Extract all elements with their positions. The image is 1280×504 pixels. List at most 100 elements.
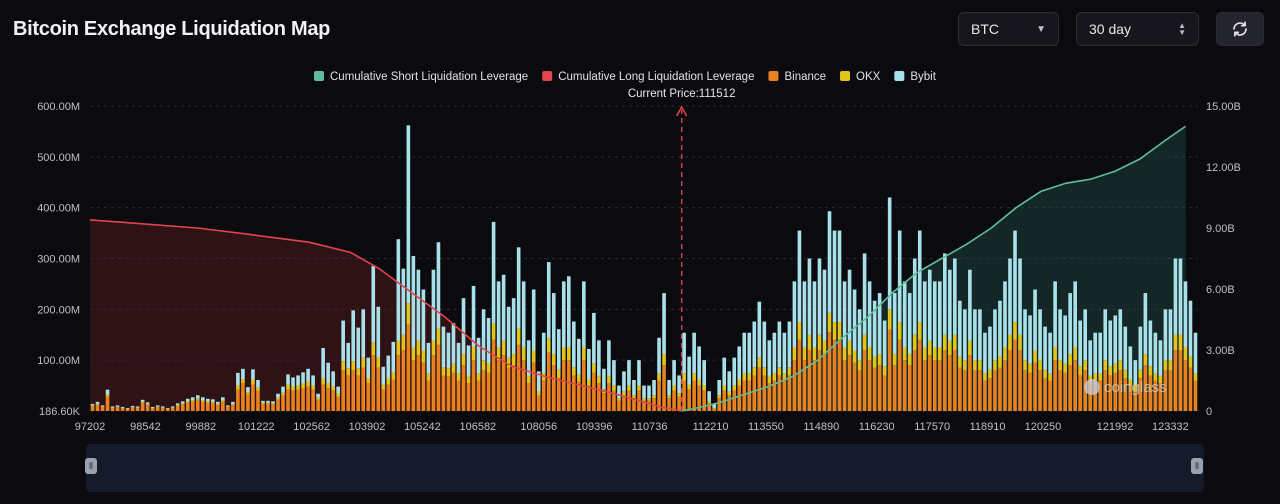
bar-bybit-196 (1073, 281, 1077, 348)
x-tick-13: 114890 (803, 421, 839, 433)
bar-binance-184 (1013, 339, 1017, 411)
bar-binance-206 (1123, 377, 1128, 411)
bar-okx-176 (973, 360, 977, 371)
bar-okx-27 (226, 406, 230, 407)
refresh-button[interactable] (1216, 12, 1264, 46)
bar-binance-113 (657, 380, 661, 411)
bar-okx-23 (206, 401, 210, 403)
bar-okx-57 (376, 357, 381, 368)
bar-bybit-108 (632, 379, 636, 396)
bar-binance-37 (276, 399, 280, 411)
bar-bybit-75 (466, 345, 471, 376)
bar-binance-26 (221, 401, 225, 411)
bar-binance-67 (426, 380, 431, 411)
bar-binance-189 (1038, 370, 1042, 411)
bar-okx-189 (1038, 360, 1042, 371)
bar-bybit-201 (1098, 332, 1103, 374)
bar-bybit-191 (1048, 332, 1052, 374)
bar-bybit-104 (612, 360, 616, 386)
bar-bybit-26 (221, 397, 225, 401)
bar-binance-83 (506, 367, 511, 411)
bar-bybit-65 (416, 269, 421, 341)
bar-bybit-212 (1153, 332, 1158, 374)
bar-binance-137 (777, 375, 782, 411)
bar-binance-116 (672, 390, 676, 411)
bar-bybit-149 (837, 230, 842, 323)
bar-okx-115 (667, 395, 671, 399)
bar-binance-68 (431, 355, 436, 411)
bar-binance-36 (271, 404, 275, 411)
bar-bybit-200 (1093, 332, 1098, 374)
bar-binance-127 (727, 395, 732, 411)
bar-okx-20 (190, 400, 195, 402)
bar-okx-138 (782, 373, 787, 381)
bar-okx-188 (1033, 350, 1037, 363)
bar-okx-186 (1023, 360, 1027, 371)
bar-okx-162 (902, 347, 907, 361)
bar-binance-145 (817, 350, 822, 411)
bar-okx-79 (486, 363, 491, 373)
bar-bybit-17 (175, 403, 180, 405)
bar-okx-206 (1123, 369, 1128, 378)
bar-bybit-183 (1008, 258, 1012, 335)
bar-bybit-7 (125, 407, 130, 409)
bar-okx-2 (100, 406, 105, 407)
bar-bybit-174 (963, 309, 967, 361)
bar-bybit-68 (431, 269, 436, 341)
bar-bybit-82 (501, 274, 506, 341)
bar-okx-191 (1048, 373, 1052, 381)
bar-binance-9 (135, 407, 140, 411)
scroller-right-handle[interactable]: ⦀ (1191, 458, 1203, 474)
range-select[interactable]: 30 day ▲ ▼ (1076, 12, 1199, 46)
bar-bybit-40 (291, 377, 295, 387)
bar-bybit-190 (1043, 326, 1047, 370)
scroller-left-handle[interactable]: ⦀ (85, 458, 97, 474)
bar-bybit-161 (897, 230, 902, 323)
symbol-select[interactable]: BTC ▼ (958, 12, 1059, 46)
bar-okx-21 (195, 398, 200, 400)
bar-bybit-59 (386, 355, 391, 379)
bar-binance-90 (541, 380, 546, 411)
current-price-arrow-icon (675, 105, 688, 117)
bar-bybit-107 (627, 360, 631, 386)
bar-bybit-130 (742, 332, 747, 374)
bar-binance-114 (662, 365, 666, 411)
bar-okx-108 (632, 395, 636, 399)
bar-okx-85 (516, 328, 521, 345)
bar-okx-104 (612, 385, 616, 391)
bar-binance-82 (501, 355, 506, 411)
bar-okx-216 (1173, 334, 1178, 350)
bar-okx-65 (416, 340, 421, 356)
bar-bybit-103 (607, 340, 611, 376)
bar-bybit-49 (336, 386, 340, 394)
bar-binance-111 (647, 400, 651, 411)
bar-binance-80 (491, 339, 496, 411)
right-tick-1: 3.00B (1206, 345, 1235, 357)
bar-okx-205 (1118, 360, 1123, 371)
bar-okx-168 (932, 347, 937, 361)
bar-okx-81 (496, 347, 501, 361)
bar-binance-132 (752, 375, 757, 411)
bar-okx-174 (963, 360, 967, 371)
bar-okx-167 (927, 340, 932, 356)
bar-bybit-176 (973, 309, 977, 361)
bar-binance-200 (1093, 380, 1098, 411)
bar-okx-37 (276, 397, 280, 400)
bar-bybit-8 (130, 405, 135, 407)
bar-binance-41 (296, 389, 300, 411)
bar-binance-168 (932, 360, 937, 411)
bar-bybit-189 (1038, 309, 1042, 361)
bar-binance-35 (266, 403, 270, 411)
legend-swatch-2 (768, 71, 779, 81)
bar-binance-66 (421, 362, 426, 411)
bar-bybit-136 (772, 332, 777, 374)
bar-binance-130 (742, 380, 747, 411)
bar-okx-130 (742, 373, 747, 381)
bar-okx-161 (897, 322, 902, 340)
bar-binance-55 (366, 383, 371, 411)
bar-binance-158 (882, 375, 887, 411)
bar-okx-113 (657, 373, 661, 381)
bar-bybit-116 (672, 360, 676, 386)
range-scroller[interactable]: ⦀ ⦀ (85, 444, 1204, 492)
right-tick-5: 15.00B (1206, 101, 1241, 113)
